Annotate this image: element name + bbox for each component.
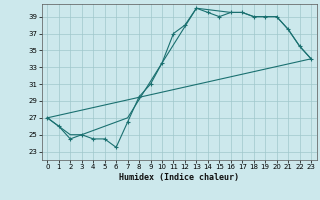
X-axis label: Humidex (Indice chaleur): Humidex (Indice chaleur): [119, 173, 239, 182]
